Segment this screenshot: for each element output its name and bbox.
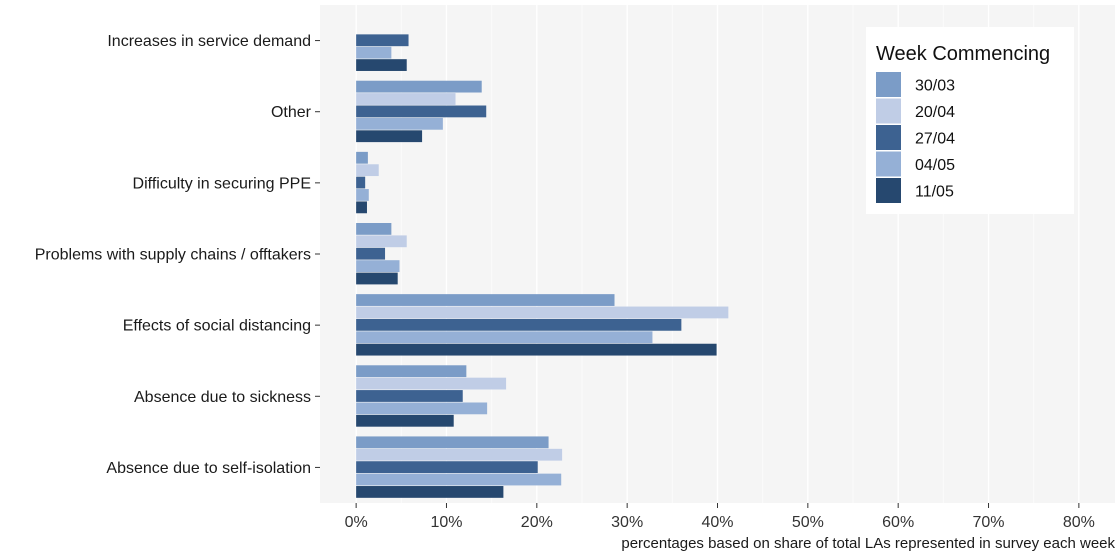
legend-key	[876, 178, 901, 203]
legend-label: 20/04	[915, 104, 955, 121]
legend-label: 30/03	[915, 77, 955, 94]
bar	[356, 473, 562, 486]
bar	[356, 414, 454, 427]
legend-key	[876, 151, 901, 177]
bar	[356, 223, 392, 235]
bar	[356, 59, 407, 71]
legend-title: Week Commencing	[876, 43, 1050, 65]
legend-key	[876, 72, 901, 97]
bar	[356, 235, 407, 248]
y-tick-label: Problems with supply chains / offtakers	[35, 247, 311, 264]
y-tick-label: Absence due to sickness	[134, 389, 311, 406]
bar	[356, 365, 467, 378]
bar	[356, 201, 367, 214]
bar	[356, 189, 369, 201]
bar	[356, 436, 549, 449]
bar	[356, 331, 653, 344]
x-tick-label: 80%	[1063, 514, 1095, 531]
x-tick-label: 70%	[973, 514, 1005, 531]
bar	[356, 318, 682, 331]
x-tick-label: 0%	[345, 514, 368, 531]
bar	[356, 151, 368, 164]
bar	[356, 306, 729, 319]
bar	[356, 343, 717, 356]
bar	[356, 402, 488, 415]
y-tick-label: Difficulty in securing PPE	[133, 175, 311, 192]
bar	[356, 247, 386, 260]
bar	[356, 486, 504, 498]
x-tick-label: 40%	[701, 514, 733, 531]
bar	[356, 260, 400, 272]
bar	[356, 448, 563, 461]
x-tick-label: 10%	[430, 514, 462, 531]
bar	[356, 176, 366, 189]
y-tick-label: Increases in service demand	[107, 33, 311, 50]
y-tick-label: Effects of social distancing	[123, 318, 311, 335]
legend-key	[876, 98, 901, 124]
x-tick-label: 30%	[611, 514, 643, 531]
bar	[356, 46, 392, 59]
bar	[356, 80, 482, 93]
bar	[356, 390, 463, 402]
legend-label: 27/04	[915, 130, 955, 147]
y-tick-label: Absence due to self-isolation	[106, 460, 311, 477]
bar	[356, 294, 615, 306]
y-tick-label: Other	[271, 104, 312, 121]
x-tick-label: 50%	[792, 514, 824, 531]
x-axis-title: percentages based on share of total LAs …	[621, 535, 1115, 552]
bar	[356, 377, 507, 390]
bar	[356, 105, 487, 118]
x-tick-label: 60%	[882, 514, 914, 531]
bar	[356, 272, 398, 285]
legend-label: 11/05	[915, 183, 954, 200]
bar	[356, 117, 443, 130]
bar	[356, 164, 379, 177]
bar	[356, 93, 456, 105]
legend-key	[876, 125, 901, 150]
legend-label: 04/05	[915, 157, 955, 174]
bar	[356, 130, 423, 143]
bar	[356, 34, 409, 47]
x-tick-label: 20%	[521, 514, 553, 531]
bar	[356, 461, 538, 474]
